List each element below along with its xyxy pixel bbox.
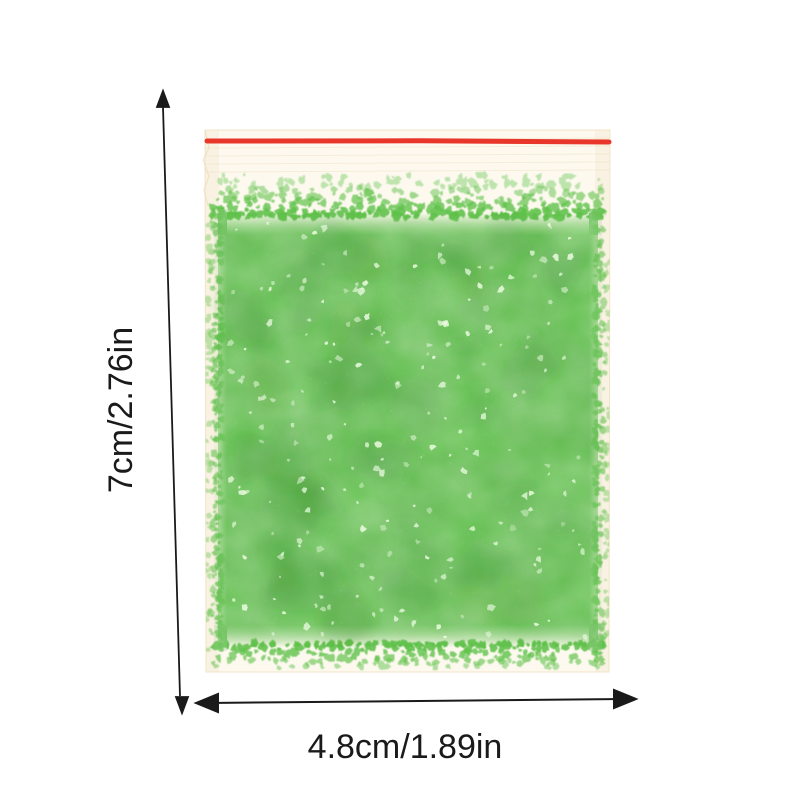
svg-text:7cm/2.76in: 7cm/2.76in xyxy=(102,327,140,493)
svg-text:4.8cm/1.89in: 4.8cm/1.89in xyxy=(308,728,503,766)
